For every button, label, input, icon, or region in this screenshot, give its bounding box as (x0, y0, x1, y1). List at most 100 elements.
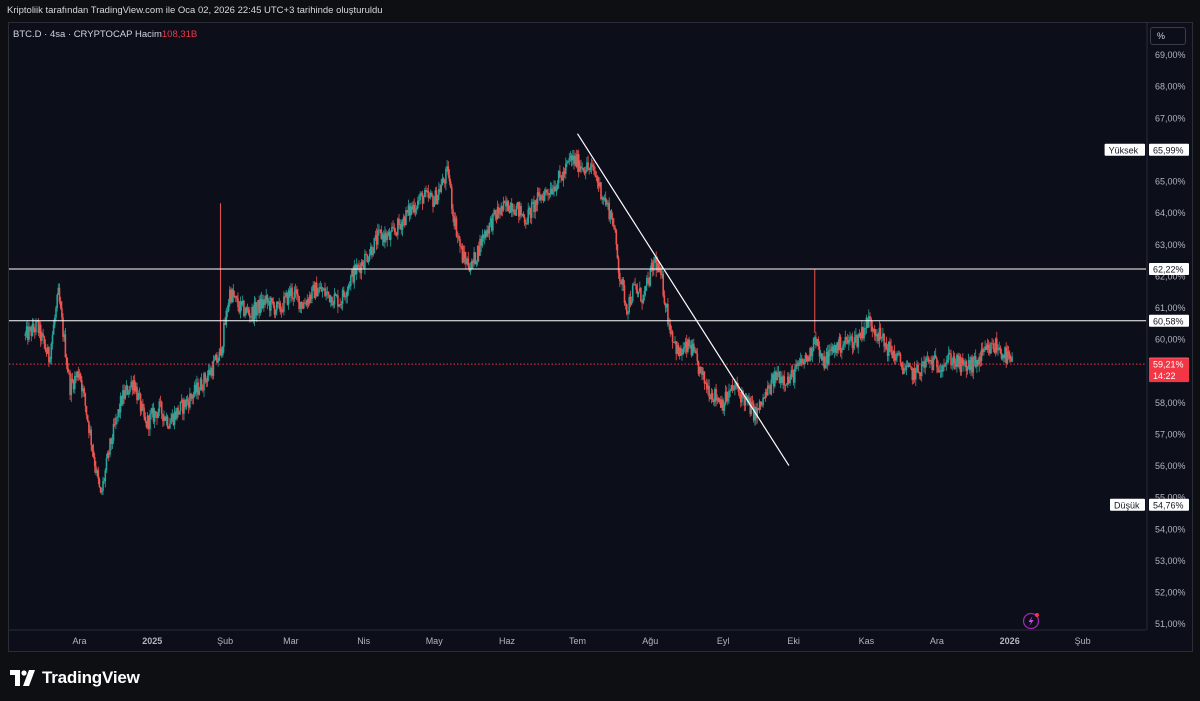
candle (407, 199, 410, 216)
candle (866, 317, 869, 328)
candle-body (543, 191, 546, 201)
candle (924, 356, 926, 375)
candle (165, 412, 168, 426)
candle-body (993, 349, 996, 353)
candle (535, 198, 538, 212)
candle-body (460, 246, 462, 247)
candle-body (69, 372, 71, 396)
candle-body (856, 334, 858, 347)
candle (902, 361, 904, 375)
candle (889, 337, 891, 352)
candle (91, 444, 94, 457)
candle-body (515, 205, 518, 216)
candle-body (729, 390, 731, 392)
candle-body (344, 295, 346, 298)
candle (388, 227, 391, 241)
candle (601, 195, 603, 204)
candle-body (761, 404, 763, 406)
candle (281, 302, 284, 314)
candle-body (951, 363, 953, 366)
candle (757, 407, 760, 411)
candle-body (298, 296, 300, 309)
symbol-label[interactable]: BTC.D · 4sa · CRYPTOCAP (13, 29, 133, 40)
candle-body (611, 218, 614, 225)
candle (877, 332, 879, 345)
candle-body (952, 356, 955, 364)
time-tick-label: Haz (499, 636, 516, 646)
candle-body (339, 304, 341, 306)
candle (492, 213, 494, 235)
flash-icon[interactable] (1022, 612, 1040, 630)
candle-body (537, 192, 540, 195)
candle (293, 286, 296, 302)
candle (775, 370, 777, 384)
candle (642, 294, 645, 305)
candle-body (404, 216, 406, 226)
candle (327, 291, 330, 299)
candle-body (925, 358, 928, 361)
candle (688, 336, 690, 350)
candle (361, 259, 364, 267)
candle-body (629, 296, 632, 305)
candle-body (594, 171, 596, 176)
percent-scale-button[interactable]: % (1150, 27, 1186, 45)
candle (872, 328, 875, 333)
trend-line[interactable] (576, 133, 790, 466)
chart-panel[interactable] (8, 22, 1193, 652)
candle (774, 367, 776, 389)
candle (69, 369, 71, 400)
candle (81, 376, 83, 398)
candle (676, 341, 679, 354)
candle (404, 215, 406, 228)
candle (994, 337, 997, 357)
price-tick-label: 62,00% (1155, 271, 1186, 281)
candle (871, 320, 874, 338)
candle-body (78, 373, 81, 378)
candle (896, 351, 898, 362)
candle-body (553, 186, 555, 192)
candle (592, 159, 594, 171)
candle (811, 347, 814, 362)
candle-body (103, 480, 105, 482)
candle (565, 157, 567, 179)
candle-body (327, 291, 330, 295)
candle-body (720, 399, 722, 408)
candle-body (613, 224, 615, 228)
candle (399, 219, 401, 230)
candle-body (965, 361, 968, 372)
candle (604, 191, 607, 207)
candle-body (883, 333, 885, 347)
candle-body (435, 190, 438, 204)
candle (321, 286, 324, 298)
candle-body (784, 384, 787, 386)
candle-body (711, 393, 714, 400)
price-label: 54,76% (1153, 500, 1184, 510)
candle-body (577, 154, 580, 172)
candle (380, 225, 383, 240)
candle-body (472, 260, 474, 263)
candle (925, 355, 928, 368)
candle-body (152, 408, 155, 422)
candle (417, 196, 419, 211)
candle-body (480, 239, 482, 246)
candle (28, 322, 30, 343)
candle (170, 412, 172, 425)
candle-body (367, 259, 370, 262)
candle (303, 299, 305, 310)
candle (600, 182, 602, 201)
candle-body (287, 290, 290, 305)
candle-body (463, 251, 466, 259)
candle (408, 203, 411, 222)
candle-body (333, 293, 336, 305)
candle (634, 277, 636, 286)
candle (990, 342, 992, 354)
candle (703, 371, 706, 390)
candle (559, 165, 561, 178)
candle (819, 350, 822, 359)
candle-body (266, 295, 269, 303)
candle (425, 185, 427, 198)
candle (525, 219, 527, 229)
candle (662, 271, 664, 298)
candle (126, 384, 129, 396)
